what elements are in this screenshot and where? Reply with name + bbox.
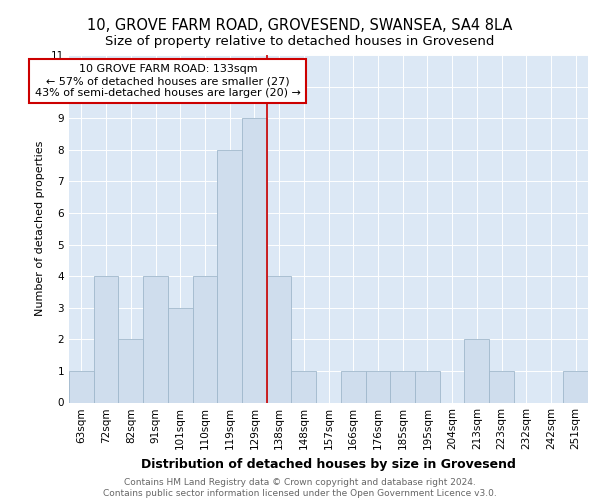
Bar	[341, 371, 365, 402]
Bar	[118, 340, 143, 402]
Bar	[143, 276, 168, 402]
Text: Contains HM Land Registry data © Crown copyright and database right 2024.
Contai: Contains HM Land Registry data © Crown c…	[103, 478, 497, 498]
Bar	[217, 150, 242, 403]
Bar	[267, 276, 292, 402]
Bar	[563, 371, 588, 402]
Bar	[242, 118, 267, 403]
Bar	[464, 340, 489, 402]
Text: 10, GROVE FARM ROAD, GROVESEND, SWANSEA, SA4 8LA: 10, GROVE FARM ROAD, GROVESEND, SWANSEA,…	[88, 18, 512, 32]
Y-axis label: Number of detached properties: Number of detached properties	[35, 141, 46, 316]
Bar	[193, 276, 217, 402]
Bar	[168, 308, 193, 402]
Bar	[390, 371, 415, 402]
Bar	[292, 371, 316, 402]
Bar	[69, 371, 94, 402]
Bar	[489, 371, 514, 402]
Bar	[365, 371, 390, 402]
Text: Size of property relative to detached houses in Grovesend: Size of property relative to detached ho…	[106, 35, 494, 48]
Text: 10 GROVE FARM ROAD: 133sqm
← 57% of detached houses are smaller (27)
43% of semi: 10 GROVE FARM ROAD: 133sqm ← 57% of deta…	[35, 64, 301, 98]
Bar	[94, 276, 118, 402]
X-axis label: Distribution of detached houses by size in Grovesend: Distribution of detached houses by size …	[141, 458, 516, 471]
Bar	[415, 371, 440, 402]
